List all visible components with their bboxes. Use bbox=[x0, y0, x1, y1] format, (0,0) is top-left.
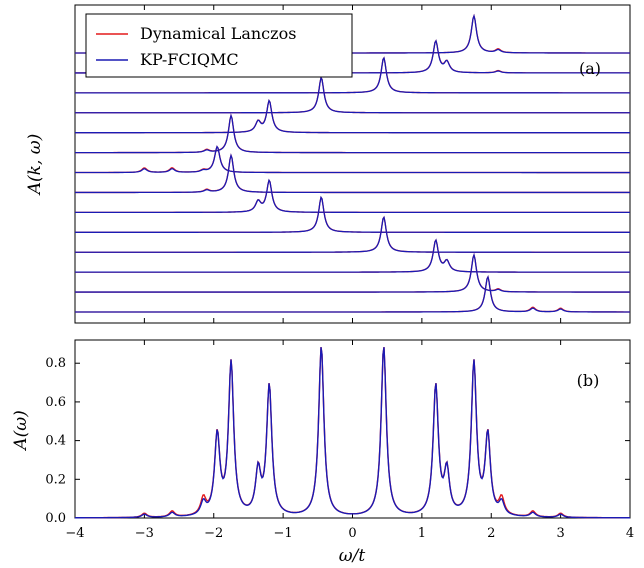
panel-b-trace-kpfciqmc bbox=[75, 347, 630, 519]
panel-a-trace-kpfciqmc-k3 bbox=[75, 56, 630, 94]
panel-a-trace-kpfciqmc-k13 bbox=[75, 252, 630, 293]
panel-a-trace-kpfciqmc-k8 bbox=[75, 153, 630, 194]
panel-a-tag: (a) bbox=[579, 59, 601, 78]
panel-b-x-tick-label-3: −1 bbox=[274, 526, 293, 541]
panel-a-trace-lanczos-k6 bbox=[75, 113, 630, 154]
panel-b-tag: (b) bbox=[577, 371, 600, 390]
panel-a-trace-lanczos-k13 bbox=[75, 252, 630, 293]
panel-a-trace-lanczos-k4 bbox=[75, 76, 630, 114]
panel-a-trace-lanczos-k5 bbox=[75, 98, 630, 134]
panel-b-frame bbox=[74, 339, 631, 519]
panel-a-trace-lanczos-k8 bbox=[75, 153, 630, 194]
panel-a: A(k, ω) (a) Dynamical Lanczos KP-FCIQMC bbox=[25, 4, 631, 324]
panel-a-trace-lanczos-k11 bbox=[75, 215, 630, 253]
panel-a-trace-kpfciqmc-k7 bbox=[75, 145, 630, 174]
panel-a-trace-kpfciqmc-k9 bbox=[75, 178, 630, 214]
panel-a-trace-kpfciqmc-k11 bbox=[75, 215, 630, 253]
panel-b-traces bbox=[75, 347, 630, 519]
panel-b-x-tick-label-0: −4 bbox=[65, 526, 84, 541]
legend-label-lanczos: Dynamical Lanczos bbox=[140, 24, 296, 43]
panel-b-trace-lanczos bbox=[75, 347, 630, 519]
panel-b-y-tick-label-1: 0.2 bbox=[45, 472, 66, 487]
panel-b-x-tick-label-5: 1 bbox=[418, 526, 426, 541]
panel-a-trace-kpfciqmc-k10 bbox=[75, 195, 630, 233]
panel-a-trace-lanczos-k7 bbox=[75, 145, 630, 174]
panel-a-trace-kpfciqmc-k5 bbox=[75, 98, 630, 134]
panel-b-y-axis-label: A(ω) bbox=[11, 410, 31, 451]
legend: Dynamical Lanczos KP-FCIQMC bbox=[85, 13, 353, 78]
panel-a-trace-kpfciqmc-k4 bbox=[75, 76, 630, 114]
panel-a-trace-kpfciqmc-k14 bbox=[75, 275, 630, 313]
panel-a-trace-kpfciqmc-k12 bbox=[75, 238, 630, 273]
panel-b-y-tick-label-4: 0.8 bbox=[45, 356, 66, 371]
panel-a-x-ticks bbox=[74, 5, 631, 323]
panel-b-y-tick-label-0: 0.0 bbox=[45, 511, 66, 526]
panel-a-y-axis-label: A(k, ω) bbox=[25, 134, 45, 197]
panel-a-trace-lanczos-k14 bbox=[75, 275, 630, 313]
panel-b-x-tick-label-1: −3 bbox=[135, 526, 154, 541]
panel-b-y-tick-label-3: 0.6 bbox=[45, 395, 66, 410]
legend-label-kpfciqmc: KP-FCIQMC bbox=[140, 50, 239, 69]
panel-b-x-tick-label-2: −2 bbox=[204, 526, 223, 541]
panel-b: −4 −3 −2 −1 0 1 2 3 4 0.0 0.2 0.4 0.6 0.8 A(ω) ω/t (b… bbox=[11, 339, 634, 566]
panel-b-x-tick-label-4: 0 bbox=[348, 526, 356, 541]
legend-box bbox=[85, 13, 353, 78]
panel-b-x-tick-label-8: 4 bbox=[626, 526, 634, 541]
panel-b-x-tick-label-7: 3 bbox=[556, 526, 564, 541]
panel-b-x-tick-label-6: 2 bbox=[487, 526, 495, 541]
panel-b-x-axis-label: ω/t bbox=[339, 546, 366, 566]
panel-a-trace-lanczos-k10 bbox=[75, 195, 630, 233]
panel-a-trace-kpfciqmc-k6 bbox=[75, 113, 630, 154]
panel-b-y-tick-label-2: 0.4 bbox=[45, 434, 66, 449]
panel-a-trace-lanczos-k12 bbox=[75, 238, 630, 273]
panel-a-trace-lanczos-k9 bbox=[75, 178, 630, 214]
panel-b-ticks: −4 −3 −2 −1 0 1 2 3 4 0.0 0.2 0.4 0.6 0.8 bbox=[45, 340, 634, 541]
